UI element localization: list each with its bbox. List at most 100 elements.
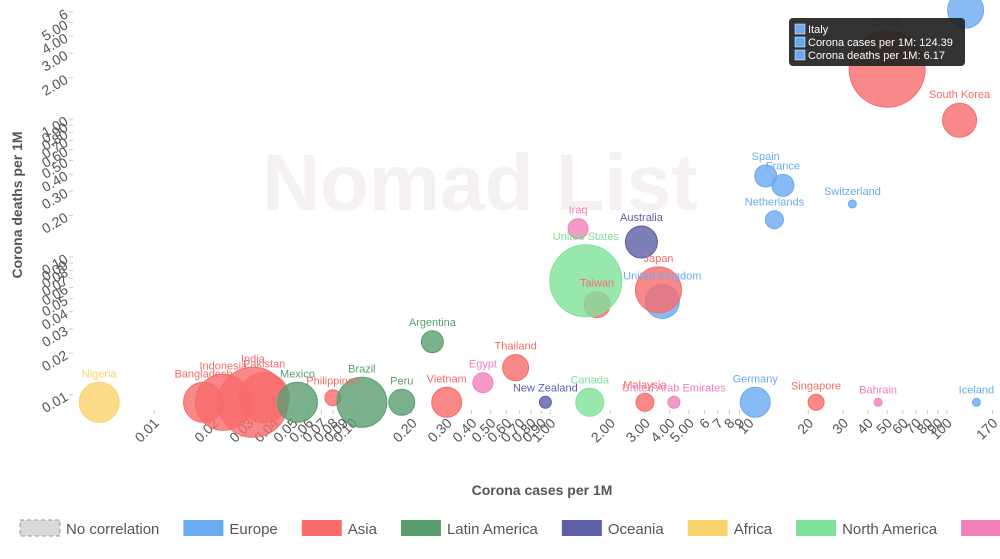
x-axis-title: Corona cases per 1M: [472, 482, 613, 498]
x-tick-label: 0.30: [424, 415, 455, 446]
bubble-label: Vietnam: [427, 373, 467, 385]
bubble: [635, 392, 655, 412]
bubble-label: United States: [553, 231, 620, 243]
legend: No correlation Europe Asia Latin America Oce…: [19, 519, 1000, 538]
bubble: [388, 388, 416, 416]
bubble: [942, 102, 978, 138]
legend-swatch[interactable]: [183, 520, 224, 536]
legend-label: Europe: [229, 521, 277, 538]
y-axis-title: Corona deaths per 1M: [9, 131, 25, 278]
legend-swatch[interactable]: [796, 520, 837, 536]
y-tick-label: 0.01: [39, 388, 71, 416]
legend-label: No correlation: [66, 521, 159, 538]
tooltip-box: [789, 18, 965, 66]
bubble-label: Australia: [620, 212, 664, 224]
y-tick-label: 2.00: [39, 71, 71, 99]
legend-label: Oceania: [608, 521, 665, 538]
y-tick-label: 0.20: [39, 209, 71, 237]
bubble-label: Brazil: [348, 363, 376, 375]
tooltip-row: Corona deaths per 1M: 6.17: [808, 50, 945, 62]
bubble-label: Switzerland: [824, 186, 881, 198]
bubble-label: Canada: [570, 374, 609, 386]
bubble: [764, 210, 784, 230]
bubble-label: Philippines: [306, 376, 360, 388]
legend-swatch[interactable]: [301, 520, 342, 536]
bubble: [502, 354, 530, 382]
tooltip: Italy Corona cases per 1M: 124.39 Corona…: [789, 18, 965, 66]
bubble-label: Taiwan: [580, 278, 614, 290]
bubble: [549, 244, 623, 318]
watermark: Nomad List: [262, 138, 698, 227]
bubble-label: Argentina: [409, 317, 457, 329]
tooltip-swatch: [794, 36, 806, 48]
bubble: [624, 225, 658, 259]
bubble: [873, 397, 883, 407]
tooltip-title: Italy: [808, 24, 829, 36]
bubble-label: United Kingdom: [623, 271, 701, 283]
bubble: [336, 376, 388, 428]
bubbles: [78, 0, 985, 438]
legend-swatch[interactable]: [687, 520, 728, 536]
bubble-label: Spain: [752, 151, 780, 163]
bubble-label: Iraq: [569, 205, 588, 217]
bubble-label: Thailand: [495, 341, 537, 353]
tooltip-swatch: [794, 23, 806, 35]
bubble-label: Bahrain: [859, 384, 897, 396]
bubble: [183, 381, 225, 423]
bubble-label: Mexico: [280, 368, 315, 380]
bubble-label: Indonesia: [199, 360, 248, 372]
bubble: [567, 218, 589, 240]
bubble: [575, 387, 605, 417]
bubble: [807, 393, 825, 411]
bubble-label: Germany: [733, 373, 779, 385]
bubble-label: Peru: [390, 375, 413, 387]
bubble: [847, 199, 857, 209]
bubble: [472, 372, 494, 394]
legend-label: Latin America: [447, 521, 539, 538]
bubble-label: South Korea: [929, 89, 991, 101]
bubble: [431, 386, 463, 418]
x-tick-label: 30: [829, 415, 851, 437]
legend-label: Africa: [734, 521, 773, 538]
x-tick-label: 0.01: [131, 415, 162, 446]
bubble-label: India: [241, 353, 266, 365]
bubble-label: Netherlands: [745, 197, 805, 209]
legend-swatch[interactable]: [19, 519, 61, 537]
bubble-label: Singapore: [791, 380, 841, 392]
x-tick-label: 3.00: [622, 415, 653, 446]
bubble: [420, 330, 444, 354]
tooltip-row: Corona cases per 1M: 124.39: [808, 37, 953, 49]
legend-label: North America: [842, 521, 938, 538]
bubble: [771, 173, 795, 197]
y-tick-label: 0.02: [39, 347, 71, 375]
bubble-label: France: [766, 160, 800, 172]
bubble-label: New Zealand: [513, 382, 578, 394]
bubble: [667, 395, 681, 409]
legend-label: Asia: [348, 521, 378, 538]
bubble: [739, 386, 771, 418]
bubble: [276, 381, 318, 423]
tooltip-swatch: [794, 49, 806, 61]
legend-swatch[interactable]: [561, 520, 602, 536]
x-tick-label: 5.00: [666, 415, 697, 446]
bubble-label: Pakistan: [243, 359, 285, 371]
bubble: [971, 397, 981, 407]
bubble: [538, 395, 552, 409]
bubble-label: Egypt: [469, 359, 497, 371]
bubble-label: Malaysia: [623, 379, 667, 391]
bubble: [78, 381, 120, 423]
x-tick-label: 2.00: [588, 415, 619, 446]
legend-swatch[interactable]: [400, 520, 441, 536]
x-tick-label: 20: [794, 415, 816, 437]
bubble-label: Bangladesh: [174, 368, 232, 380]
x-tick-label: 170: [973, 415, 1000, 443]
bubble-label: United Arab Emirates: [622, 382, 726, 394]
bubble-label: Iceland: [959, 384, 994, 396]
bubble: [634, 266, 682, 314]
legend-swatch[interactable]: [961, 520, 1000, 536]
x-tick-label: 0.20: [389, 415, 420, 446]
x-tick-label: 6: [696, 415, 713, 432]
bubble-label: Nigeria: [82, 368, 118, 380]
